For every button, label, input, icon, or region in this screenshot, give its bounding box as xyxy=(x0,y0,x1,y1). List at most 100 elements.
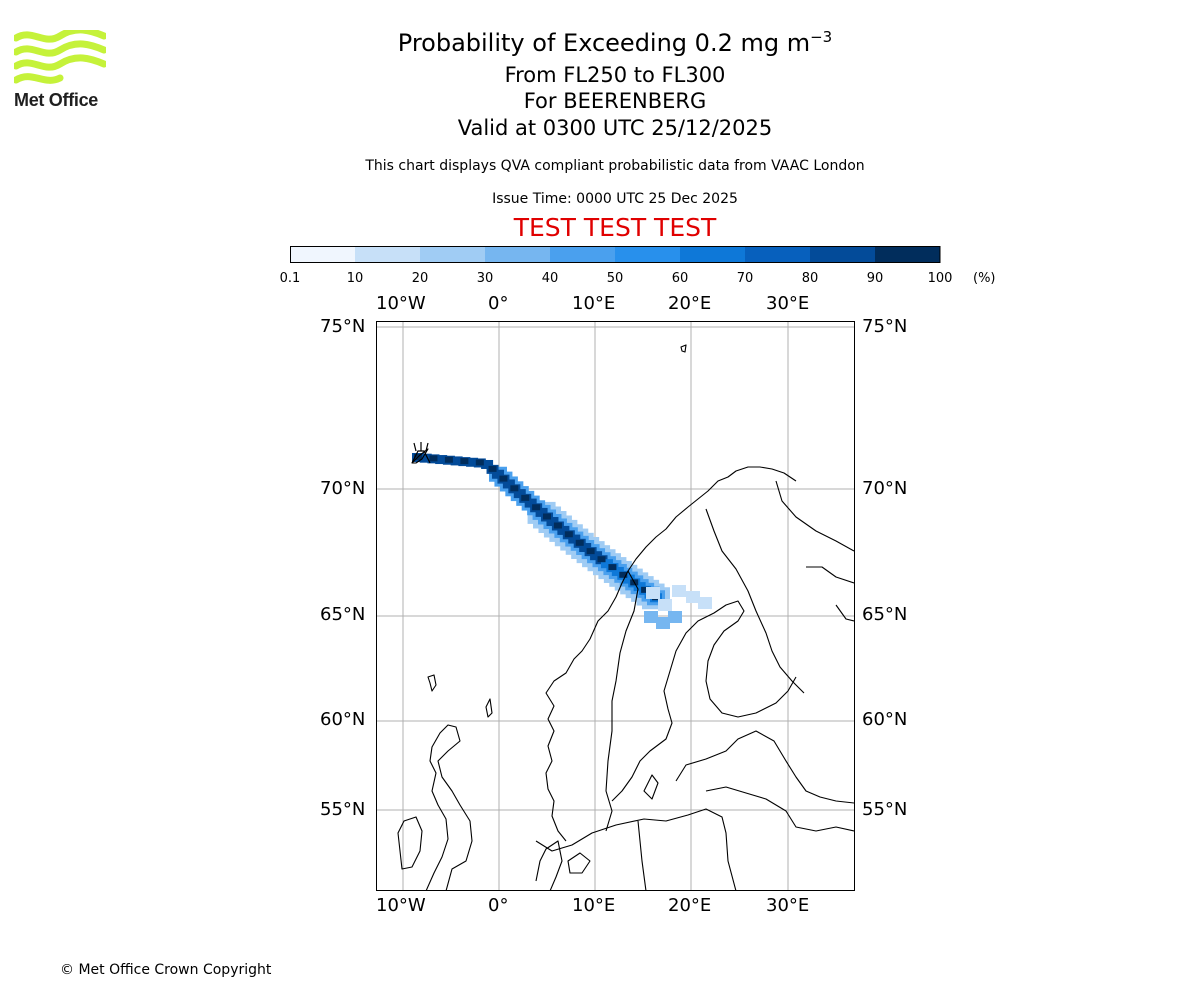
lat-label-right-60n: 60°N xyxy=(862,709,908,730)
chart-title: Probability of Exceeding 0.2 mg m−3 xyxy=(315,28,915,57)
issue-time: Issue Time: 0000 UTC 25 Dec 2025 xyxy=(492,191,738,207)
plume-core-cell xyxy=(450,456,463,466)
title-superscript: −3 xyxy=(810,28,833,46)
map-frame xyxy=(376,321,855,891)
lon-label-bottom-20e: 20°E xyxy=(668,895,712,916)
lat-label-left-70n: 70°N xyxy=(320,478,366,499)
lon-label-bottom-10e: 10°E xyxy=(572,895,616,916)
lon-label-top-20e: 20°E xyxy=(668,293,712,314)
met-office-logo-text: Met Office xyxy=(14,90,99,110)
colorbar-tick-5: 50 xyxy=(606,271,624,286)
bear-island xyxy=(680,344,687,353)
lat-label-right-75n: 75°N xyxy=(862,316,908,337)
lon-label-bottom-30e: 30°E xyxy=(766,895,810,916)
colorbar-tick-10: 100 xyxy=(927,271,953,286)
colorbar-segment-0 xyxy=(290,246,356,263)
lat-label-left-60n: 60°N xyxy=(320,709,366,730)
danish-islands xyxy=(567,852,591,874)
colorbar-frame xyxy=(290,246,941,263)
plume-peak-cell xyxy=(429,455,438,462)
gotland xyxy=(643,774,659,800)
lon-label-bottom-0: 0° xyxy=(488,895,509,916)
lon-label-top-30e: 30°E xyxy=(766,293,810,314)
plume-peak-cell xyxy=(444,456,453,463)
colorbar-segment-1 xyxy=(355,246,421,263)
lat-label-left-75n: 75°N xyxy=(320,316,366,337)
colorbar-segment-5 xyxy=(615,246,681,263)
plume-peak-cell xyxy=(641,586,650,593)
plume-peak-cell xyxy=(475,459,484,466)
plume-peak-cell xyxy=(532,504,541,511)
plume-spread-cell xyxy=(656,617,670,629)
colorbar-tick-6: 60 xyxy=(671,271,689,286)
lat-label-right-70n: 70°N xyxy=(862,478,908,499)
plume-spread-cell xyxy=(646,587,660,599)
colorbar-tick-1: 10 xyxy=(346,271,364,286)
colorbar-tick-8: 80 xyxy=(801,271,819,286)
colorbar-segment-3 xyxy=(485,246,551,263)
lon-label-top-10w: 10°W xyxy=(376,293,426,314)
colorbar-tick-2: 20 xyxy=(411,271,429,286)
ash-probability-field xyxy=(412,453,712,629)
plume-peak-cell xyxy=(586,548,595,555)
plume-core-cell xyxy=(466,457,479,467)
title-text: Probability of Exceeding 0.2 mg m xyxy=(397,29,811,57)
colorbar-segment-4 xyxy=(550,246,616,263)
plume-spread-cell xyxy=(686,591,700,603)
colorbar-tick-7: 70 xyxy=(736,271,754,286)
map-panel xyxy=(376,321,855,891)
norway-coast xyxy=(545,466,797,842)
lat-label-left-65n: 65°N xyxy=(320,604,366,625)
plume-core-cell xyxy=(513,489,526,499)
plume-peak-cell xyxy=(553,522,562,529)
plume-spread-cell xyxy=(644,611,658,623)
plume-core-cell xyxy=(502,479,515,489)
plume-peak-cell xyxy=(499,475,508,482)
coastlines xyxy=(397,344,854,890)
gulf-of-bothnia xyxy=(611,600,797,802)
colorbar-segment-9 xyxy=(875,246,941,263)
plume-spread-cell xyxy=(658,599,672,611)
plume-peak-cell xyxy=(460,458,469,465)
baltic-coast xyxy=(675,730,854,804)
plume-core-cell xyxy=(419,453,432,463)
lat-label-right-65n: 65°N xyxy=(862,604,908,625)
plume-core-cell xyxy=(535,507,548,517)
finland-border xyxy=(705,508,805,694)
plume-peak-cell xyxy=(543,513,552,520)
plume-peak-cell xyxy=(608,564,617,571)
colorbar-segment-2 xyxy=(420,246,486,263)
plume-peak-cell xyxy=(488,465,497,472)
baltic-states xyxy=(705,786,854,832)
volcano-icon xyxy=(411,442,431,464)
kola-coast xyxy=(806,566,854,584)
faroes xyxy=(427,674,437,692)
colorbar-segment-7 xyxy=(745,246,811,263)
plume-core-cell xyxy=(491,469,504,479)
graticule xyxy=(376,321,854,890)
source-note: This chart displays QVA compliant probab… xyxy=(365,158,865,174)
plume-spread-cell xyxy=(668,611,682,623)
colorbar-tick-3: 30 xyxy=(476,271,494,286)
plume-spread-cell xyxy=(672,585,686,597)
poland-border xyxy=(637,820,647,890)
shetland xyxy=(485,698,493,718)
plume-peak-cell xyxy=(564,531,573,538)
colorbar-segment-8 xyxy=(810,246,876,263)
volcano-line: For BEERENBERG xyxy=(523,89,707,113)
lon-label-bottom-10w: 10°W xyxy=(376,895,426,916)
colorbar-segment-6 xyxy=(680,246,746,263)
plume-core-cell xyxy=(435,455,448,465)
colorbar xyxy=(290,246,941,263)
plume-peak-cell xyxy=(510,485,519,492)
met-office-logo-mark xyxy=(14,30,106,84)
lon-label-top-10e: 10°E xyxy=(572,293,616,314)
lat-label-left-55n: 55°N xyxy=(320,799,366,820)
ireland xyxy=(397,816,423,870)
colorbar-tick-4: 40 xyxy=(541,271,559,286)
colorbar-tick-0: 0.1 xyxy=(279,271,301,286)
plume-core-cell xyxy=(524,498,537,508)
denmark xyxy=(535,840,563,890)
flight-level-line: From FL250 to FL300 xyxy=(504,63,726,87)
plume-spread-cell xyxy=(698,597,712,609)
